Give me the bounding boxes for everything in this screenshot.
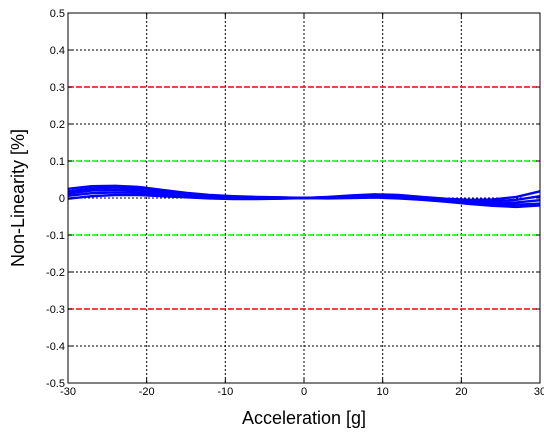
y-tick-label: -0.5 xyxy=(46,378,65,390)
y-tick-label: -0.1 xyxy=(46,230,65,242)
tick-marks xyxy=(67,12,541,384)
y-tick-label: 0.3 xyxy=(50,82,65,94)
x-tick-label: -30 xyxy=(60,386,76,398)
x-tick-label: -20 xyxy=(139,386,155,398)
data-series xyxy=(67,184,541,209)
x-tick-label: -10 xyxy=(217,386,233,398)
y-tick-label: 0.1 xyxy=(50,156,65,168)
y-axis-label: Non-Linearity [%] xyxy=(8,129,28,267)
x-tick-label: 30 xyxy=(534,386,544,398)
y-tick-labels: -0.5 -0.4 -0.3 -0.2 -0.1 0 0.1 0.2 0.3 0.4 0.5 xyxy=(46,8,65,390)
x-axis-label: Acceleration [g] xyxy=(242,408,366,428)
series-line xyxy=(67,193,541,209)
y-tick-label: 0.5 xyxy=(50,8,65,20)
x-tick-labels: -30 -20 -10 0 10 20 30 xyxy=(60,386,544,398)
y-tick-label: -0.4 xyxy=(46,341,65,353)
x-tick-label: 20 xyxy=(455,386,467,398)
x-tick-label: 10 xyxy=(377,386,389,398)
limit-lines xyxy=(68,86,540,310)
y-tick-label: 0.4 xyxy=(50,45,65,57)
x-tick-label: 0 xyxy=(301,386,307,398)
y-tick-label: 0 xyxy=(59,193,65,205)
y-tick-label: -0.2 xyxy=(46,267,65,279)
y-tick-label: 0.2 xyxy=(50,119,65,131)
y-tick-label: -0.3 xyxy=(46,304,65,316)
